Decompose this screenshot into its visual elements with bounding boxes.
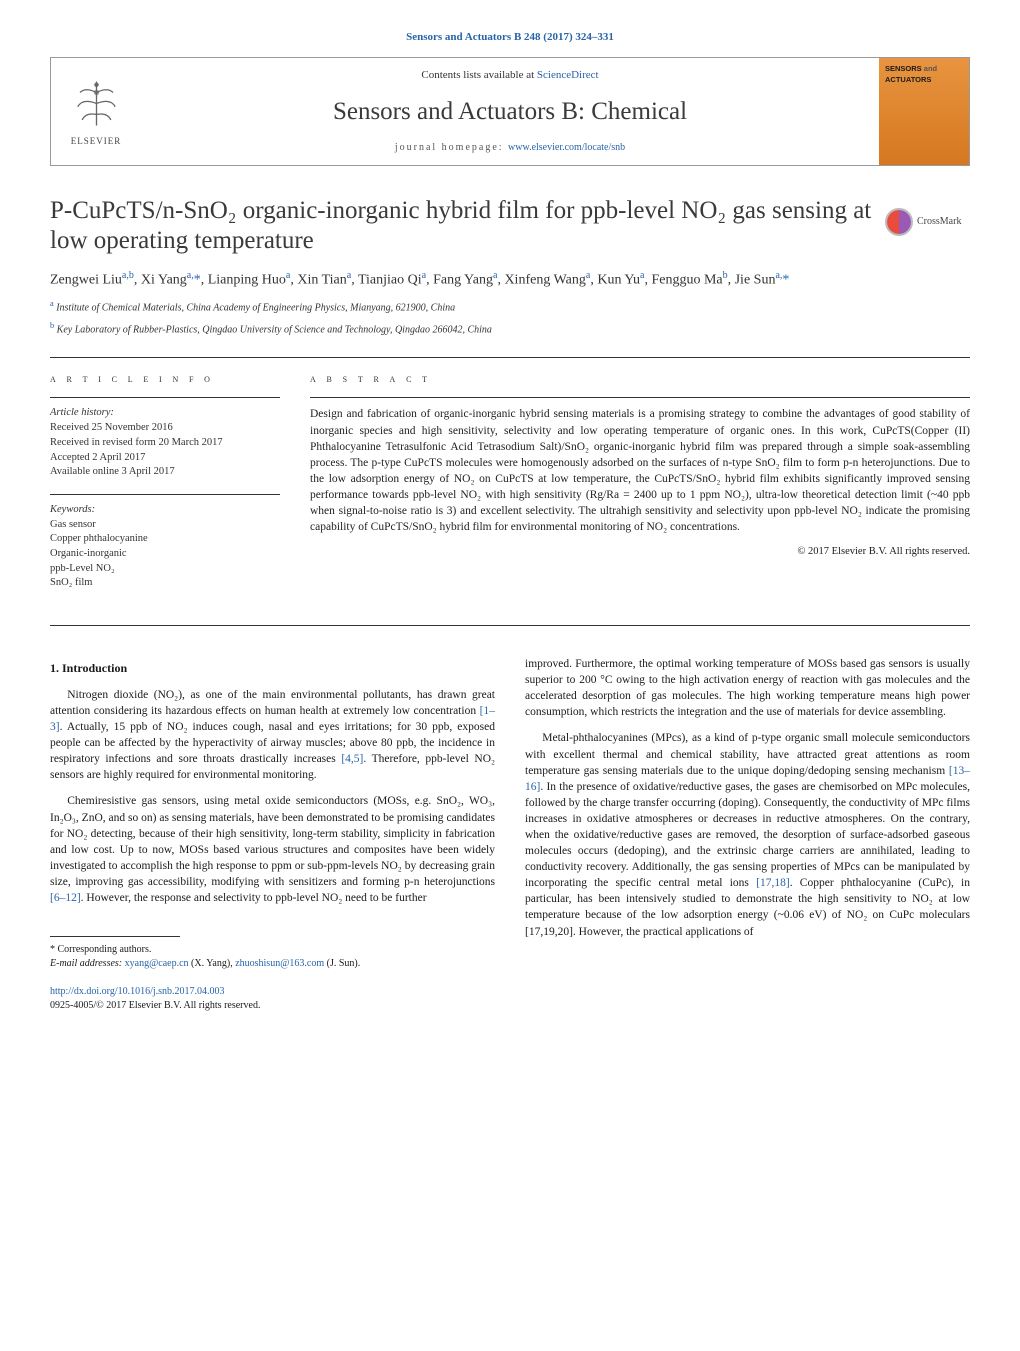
- history-label: Article history:: [50, 406, 280, 421]
- abstract-heading: a b s t r a c t: [310, 372, 970, 387]
- cover-line1b: and: [922, 64, 937, 73]
- title-row: P-CuPcTS/n-SnO₂ organic-inorganic hybrid…: [50, 196, 970, 268]
- sciencedirect-link[interactable]: ScienceDirect: [537, 69, 599, 81]
- footnotes-block: * Corresponding authors. E-mail addresse…: [50, 943, 495, 971]
- intro-p3: improved. Furthermore, the optimal worki…: [525, 656, 970, 720]
- email-2-name: (J. Sun).: [324, 958, 360, 969]
- info-divider: [50, 397, 280, 398]
- authors-list: Zengwei Liua,b, Xi Yanga,*, Lianping Huo…: [50, 268, 970, 291]
- history-received: Received 25 November 2016: [50, 421, 280, 436]
- intro-p1: Nitrogen dioxide (NO₂), as one of the ma…: [50, 687, 495, 784]
- article-history-block: Article history: Received 25 November 20…: [50, 406, 280, 479]
- body-two-columns: 1. Introduction Nitrogen dioxide (NO₂), …: [50, 656, 970, 1013]
- issn-copyright-line: 0925-4005/© 2017 Elsevier B.V. All right…: [50, 999, 495, 1013]
- journal-citation-header[interactable]: Sensors and Actuators B 248 (2017) 324–3…: [50, 30, 970, 45]
- article-title: P-CuPcTS/n-SnO₂ organic-inorganic hybrid…: [50, 196, 875, 256]
- section-divider: [50, 357, 970, 358]
- elsevier-label: ELSEVIER: [71, 135, 122, 148]
- journal-name: Sensors and Actuators B: Chemical: [151, 94, 869, 129]
- abstract-copyright: © 2017 Elsevier B.V. All rights reserved…: [310, 545, 970, 560]
- footnote-divider: [50, 936, 180, 937]
- homepage-line: journal homepage: www.elsevier.com/locat…: [151, 141, 869, 155]
- contents-prefix: Contents lists available at: [421, 69, 536, 81]
- info-abstract-row: a r t i c l e i n f o Article history: R…: [50, 372, 970, 605]
- keywords-label: Keywords:: [50, 503, 280, 518]
- corresponding-authors-label: * Corresponding authors.: [50, 943, 495, 957]
- affiliation-b-text: Key Laboratory of Rubber-Plastics, Qingd…: [57, 324, 492, 335]
- section-divider-2: [50, 625, 970, 626]
- doi-link[interactable]: http://dx.doi.org/10.1016/j.snb.2017.04.…: [50, 985, 495, 999]
- history-online: Available online 3 April 2017: [50, 465, 280, 480]
- keyword-item: SnO₂ film: [50, 576, 280, 591]
- article-info-column: a r t i c l e i n f o Article history: R…: [50, 372, 280, 605]
- keyword-item: ppb-Level NO₂: [50, 562, 280, 577]
- email-1-name: (X. Yang),: [189, 958, 236, 969]
- homepage-prefix: journal homepage:: [395, 142, 508, 153]
- abstract-text: Design and fabrication of organic-inorga…: [310, 406, 970, 535]
- article-info-heading: a r t i c l e i n f o: [50, 372, 280, 387]
- history-revised: Received in revised form 20 March 2017: [50, 436, 280, 451]
- affiliation-a: a Institute of Chemical Materials, China…: [50, 298, 970, 315]
- journal-header-box: ELSEVIER Contents lists available at Sci…: [50, 57, 970, 165]
- cover-line2: ACTUATORS: [885, 75, 931, 84]
- cover-title: SENSORS and ACTUATORS: [885, 64, 963, 85]
- elsevier-logo[interactable]: ELSEVIER: [51, 58, 141, 164]
- abstract-divider: [310, 397, 970, 398]
- crossmark-label: CrossMark: [917, 215, 961, 229]
- journal-cover-thumbnail[interactable]: SENSORS and ACTUATORS: [879, 58, 969, 164]
- crossmark-badge[interactable]: CrossMark: [885, 202, 970, 242]
- contents-available-line: Contents lists available at ScienceDirec…: [151, 68, 869, 83]
- intro-heading: 1. Introduction: [50, 660, 495, 677]
- intro-p4: Metal-phthalocyanines (MPcs), as a kind …: [525, 730, 970, 939]
- email-addresses-line: E-mail addresses: xyang@caep.cn (X. Yang…: [50, 957, 495, 971]
- keyword-item: Gas sensor: [50, 518, 280, 533]
- email-1[interactable]: xyang@caep.cn: [125, 958, 189, 969]
- body-left-column: 1. Introduction Nitrogen dioxide (NO₂), …: [50, 656, 495, 1013]
- abstract-column: a b s t r a c t Design and fabrication o…: [310, 372, 970, 605]
- homepage-link[interactable]: www.elsevier.com/locate/snb: [508, 142, 625, 153]
- elsevier-tree-icon: [69, 76, 124, 131]
- crossmark-icon: [885, 208, 913, 236]
- keyword-item: Copper phthalocyanine: [50, 532, 280, 547]
- cover-line1: SENSORS: [885, 64, 922, 73]
- affiliation-a-text: Institute of Chemical Materials, China A…: [56, 303, 455, 314]
- info-divider-2: [50, 494, 280, 495]
- keywords-block: Keywords: Gas sensor Copper phthalocyani…: [50, 503, 280, 591]
- email-2[interactable]: zhuoshisun@163.com: [235, 958, 324, 969]
- email-label: E-mail addresses:: [50, 958, 125, 969]
- body-right-column: improved. Furthermore, the optimal worki…: [525, 656, 970, 1013]
- history-accepted: Accepted 2 April 2017: [50, 451, 280, 466]
- affiliation-b: b Key Laboratory of Rubber-Plastics, Qin…: [50, 320, 970, 337]
- keyword-item: Organic-inorganic: [50, 547, 280, 562]
- doi-block: http://dx.doi.org/10.1016/j.snb.2017.04.…: [50, 985, 495, 1013]
- intro-p2: Chemiresistive gas sensors, using metal …: [50, 793, 495, 906]
- header-center: Contents lists available at ScienceDirec…: [141, 58, 879, 164]
